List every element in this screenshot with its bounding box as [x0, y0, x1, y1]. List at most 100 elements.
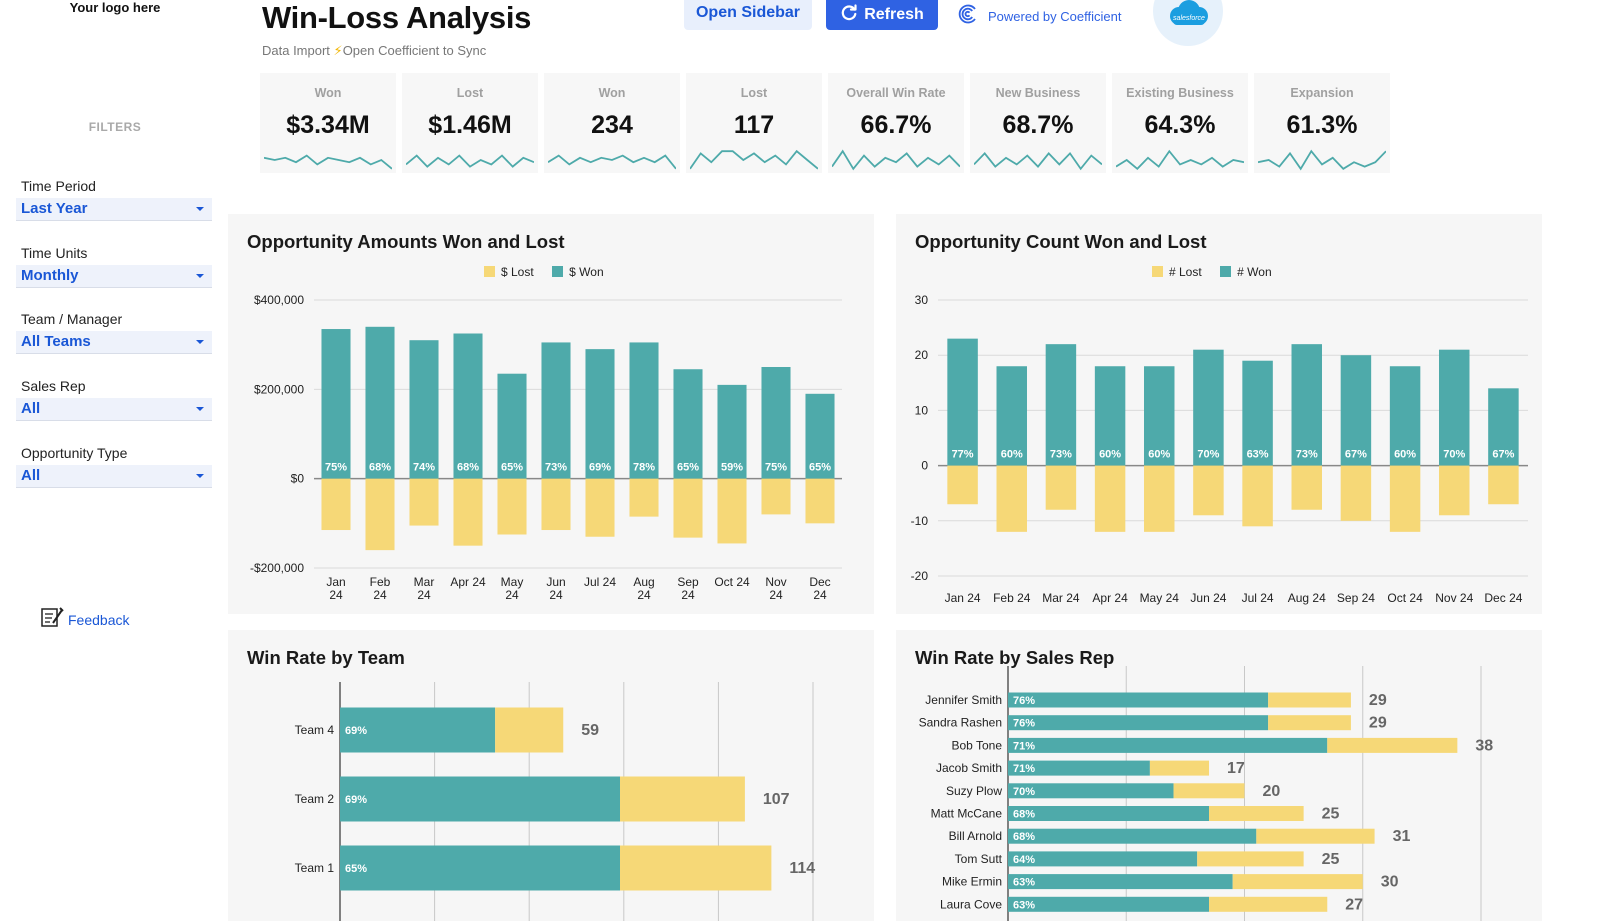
open-sidebar-button[interactable]: Open Sidebar: [684, 0, 812, 30]
bar-data-label: 65%: [345, 863, 367, 875]
bar-total-label: 107: [763, 791, 790, 808]
kpi-card-expansion: Expansion 61.3%: [1254, 73, 1390, 173]
bar-lost: [1256, 828, 1375, 844]
x-tick-label: Dec 24: [1484, 591, 1522, 605]
kpi-card-won-count: Won 234: [544, 73, 680, 173]
bar-lost: [1193, 465, 1224, 516]
kpi-value: 234: [591, 111, 633, 139]
bar-lost: [1209, 896, 1328, 912]
filter-label: Time Units: [21, 245, 88, 261]
x-tick-label: May 24: [501, 575, 524, 602]
bar-won: [409, 340, 439, 479]
sparkline-path: [1258, 149, 1386, 171]
chart-legend: $ Lost $ Won: [484, 264, 618, 282]
x-tick-label: Apr 24: [1092, 591, 1128, 605]
chart-amounts-won-lost: Opportunity Amounts Won and Lost $ Lost …: [228, 214, 874, 614]
bar-total-label: 29: [1369, 715, 1387, 732]
bar-data-label: 76%: [1013, 695, 1035, 707]
team-manager-select[interactable]: All Teams: [16, 331, 212, 354]
x-tick-label: Mar 24: [414, 575, 435, 602]
time-units-select[interactable]: Monthly: [16, 265, 212, 288]
bar-won: [1193, 349, 1224, 466]
bar-won: [541, 342, 571, 479]
bar-data-label: 70%: [1197, 449, 1219, 461]
time-period-select[interactable]: Last Year: [16, 198, 212, 221]
bar-data-label: 69%: [345, 725, 367, 737]
y-tick-label: 30: [915, 293, 929, 307]
chart-title: Win Rate by Team: [247, 647, 405, 668]
bar-data-label: 73%: [1050, 449, 1072, 461]
x-tick-label: Jan 24: [945, 591, 981, 605]
bar-total-label: 59: [581, 722, 599, 739]
kpi-card-won-amount: Won $3.34M: [260, 73, 396, 173]
filter-label: Time Period: [21, 178, 96, 194]
bar-won: [1008, 737, 1328, 753]
legend-label: $ Won: [569, 264, 604, 279]
kpi-label: Won: [598, 86, 626, 100]
powered-by-link[interactable]: Powered by Coefficient: [958, 4, 1121, 29]
bar-lost: [1144, 465, 1175, 532]
x-tick-label: Nov 24: [765, 575, 786, 602]
bar-lost: [1209, 806, 1304, 821]
kpi-sparkline: [832, 149, 960, 171]
y-tick-label: Laura Cove: [940, 897, 1002, 911]
legend-item-won: # Won: [1220, 265, 1272, 279]
bar-lost: [805, 478, 835, 524]
bar-won: [1008, 692, 1269, 708]
kpi-value: 61.3%: [1286, 111, 1358, 139]
bar-data-label: 65%: [677, 462, 699, 474]
bar-data-label: 78%: [633, 462, 655, 474]
bar-won: [1094, 366, 1126, 466]
bar-won: [673, 369, 703, 479]
kpi-sparkline: [1258, 149, 1386, 171]
bar-lost: [1045, 465, 1077, 510]
bar-data-label: 60%: [1394, 449, 1416, 461]
bar-lost: [1268, 715, 1351, 731]
x-tick-label-line: 24: [373, 588, 387, 602]
bar-lost: [996, 465, 1027, 532]
bar-won: [1439, 349, 1470, 466]
bar-lost: [1173, 783, 1245, 799]
kpi-label: Won: [314, 86, 342, 100]
sparkline-path: [832, 149, 960, 171]
bar-won: [1242, 360, 1273, 466]
kpi-label: Lost: [456, 86, 484, 100]
filter-label: Team / Manager: [21, 311, 123, 327]
coefficient-logo-icon: [958, 4, 978, 29]
bar-won: [321, 329, 351, 479]
chart-title: Win Rate by Sales Rep: [915, 647, 1115, 668]
x-tick-label: Jul 24: [1242, 591, 1274, 605]
sparkline-path: [548, 154, 676, 170]
sales-rep-select[interactable]: All: [16, 398, 212, 421]
page-title: Win-Loss Analysis: [262, 0, 532, 35]
refresh-button[interactable]: Refresh: [826, 0, 938, 30]
bar-won: [340, 845, 621, 891]
y-tick-label: Mike Ermin: [942, 875, 1002, 889]
bar-data-label: 60%: [1001, 449, 1023, 461]
y-tick-label: Bill Arnold: [949, 829, 1002, 843]
x-tick-label-line: 24: [769, 588, 783, 602]
bar-lost: [1232, 874, 1363, 890]
legend-item-lost: # Lost: [1152, 265, 1202, 279]
kpi-sparkline: [690, 149, 818, 170]
kpi-value: 64.3%: [1144, 111, 1216, 139]
bar-won: [1045, 344, 1077, 466]
bar-lost: [761, 478, 791, 515]
feedback-link[interactable]: Feedback: [40, 606, 129, 633]
x-tick-label-line: Oct 24: [714, 575, 750, 589]
opportunity-type-select[interactable]: All: [16, 465, 212, 488]
feedback-label: Feedback: [68, 611, 130, 628]
chart-title: Opportunity Count Won and Lost: [915, 231, 1207, 252]
x-tick-label-line: 24: [329, 588, 343, 602]
x-tick-label: Dec 24: [809, 575, 830, 602]
salesforce-badge[interactable]: salesforce: [1153, 0, 1223, 46]
x-tick-label: Sep 24: [1337, 591, 1375, 605]
y-tick-label: 10: [915, 403, 929, 417]
sync-status-suffix: Open Coefficient to Sync: [342, 43, 487, 58]
bar-lost: [497, 478, 527, 535]
bar-won: [453, 333, 483, 479]
bar-total-label: 30: [1381, 874, 1399, 891]
kpi-label: Lost: [740, 86, 768, 100]
y-tick-label: Team 1: [295, 861, 335, 875]
bar-won: [1340, 355, 1372, 466]
